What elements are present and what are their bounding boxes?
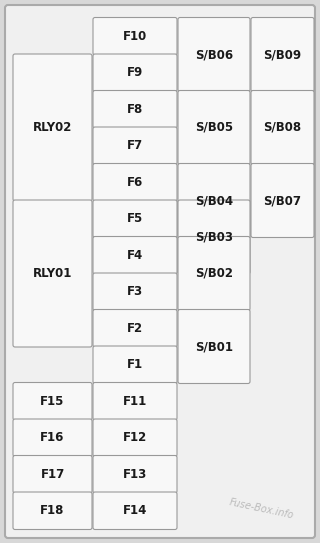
FancyBboxPatch shape	[13, 382, 92, 420]
Text: RLY01: RLY01	[33, 267, 72, 280]
FancyBboxPatch shape	[178, 163, 250, 237]
Text: F15: F15	[40, 395, 65, 408]
Text: S/B06: S/B06	[195, 48, 233, 61]
Text: S/B04: S/B04	[195, 194, 233, 207]
FancyBboxPatch shape	[178, 237, 250, 311]
Text: F17: F17	[40, 468, 65, 481]
FancyBboxPatch shape	[13, 200, 92, 347]
FancyBboxPatch shape	[13, 492, 92, 529]
FancyBboxPatch shape	[93, 346, 177, 383]
FancyBboxPatch shape	[93, 127, 177, 165]
Text: S/B07: S/B07	[263, 194, 301, 207]
Text: S/B05: S/B05	[195, 121, 233, 134]
FancyBboxPatch shape	[93, 200, 177, 237]
Text: F14: F14	[123, 504, 147, 517]
Text: S/B02: S/B02	[195, 267, 233, 280]
FancyBboxPatch shape	[93, 419, 177, 457]
FancyBboxPatch shape	[93, 310, 177, 347]
FancyBboxPatch shape	[93, 163, 177, 201]
FancyBboxPatch shape	[178, 310, 250, 383]
FancyBboxPatch shape	[93, 273, 177, 311]
Text: F10: F10	[123, 30, 147, 43]
Text: F6: F6	[127, 176, 143, 189]
Text: S/B09: S/B09	[263, 48, 301, 61]
FancyBboxPatch shape	[93, 237, 177, 274]
Text: F5: F5	[127, 212, 143, 225]
FancyBboxPatch shape	[5, 5, 315, 538]
FancyBboxPatch shape	[178, 17, 250, 92]
FancyBboxPatch shape	[251, 17, 314, 92]
FancyBboxPatch shape	[93, 54, 177, 92]
FancyBboxPatch shape	[178, 91, 250, 165]
Text: F9: F9	[127, 66, 143, 79]
FancyBboxPatch shape	[93, 382, 177, 420]
Text: F1: F1	[127, 358, 143, 371]
FancyBboxPatch shape	[251, 91, 314, 165]
FancyBboxPatch shape	[93, 456, 177, 493]
Text: F12: F12	[123, 431, 147, 444]
FancyBboxPatch shape	[13, 456, 92, 493]
Text: S/B03: S/B03	[195, 230, 233, 243]
Text: S/B08: S/B08	[263, 121, 301, 134]
Text: F18: F18	[40, 504, 65, 517]
Text: F3: F3	[127, 285, 143, 298]
FancyBboxPatch shape	[251, 163, 314, 237]
FancyBboxPatch shape	[13, 54, 92, 201]
FancyBboxPatch shape	[93, 17, 177, 55]
FancyBboxPatch shape	[93, 492, 177, 529]
Text: F4: F4	[127, 249, 143, 262]
Text: F7: F7	[127, 139, 143, 152]
FancyBboxPatch shape	[93, 91, 177, 128]
Text: F13: F13	[123, 468, 147, 481]
Text: Fuse-Box.info: Fuse-Box.info	[228, 497, 295, 521]
Text: F2: F2	[127, 322, 143, 334]
Text: RLY02: RLY02	[33, 121, 72, 134]
Text: F8: F8	[127, 103, 143, 116]
Text: F11: F11	[123, 395, 147, 408]
FancyBboxPatch shape	[178, 200, 250, 274]
Text: F16: F16	[40, 431, 65, 444]
FancyBboxPatch shape	[13, 419, 92, 457]
Text: S/B01: S/B01	[195, 340, 233, 353]
